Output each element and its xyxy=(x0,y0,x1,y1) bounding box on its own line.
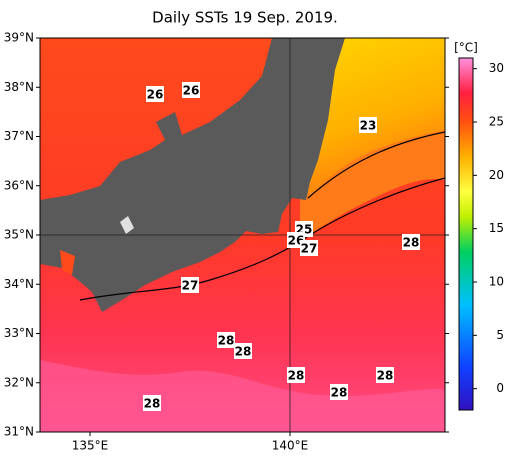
contour-label-box xyxy=(359,117,377,133)
colorbar-label: 5 xyxy=(496,328,504,342)
contour-label-box xyxy=(376,367,394,383)
contour-label: 28 xyxy=(235,345,252,359)
title: Daily SSTs 19 Sep. 2019. xyxy=(152,9,338,27)
contour-label-box xyxy=(217,332,235,348)
colorbar-label: 0 xyxy=(496,381,504,395)
lat-label: 32°N xyxy=(4,375,34,389)
lake xyxy=(120,216,134,234)
contour xyxy=(307,131,445,199)
land xyxy=(40,38,345,312)
contour-label-box xyxy=(181,277,199,293)
contour xyxy=(79,177,445,301)
contour-label-box xyxy=(300,240,318,256)
lat-label: 39°N xyxy=(4,31,34,45)
colorbar-unit: [°C] xyxy=(454,41,478,55)
contour-label: 27 xyxy=(301,242,318,256)
lon-label: 140°E xyxy=(272,439,309,453)
lat-label: 37°N xyxy=(4,129,34,143)
warm-south xyxy=(40,360,445,432)
contour-label: 26 xyxy=(183,84,200,98)
contour-label: 28 xyxy=(288,369,305,383)
colorbar-label: 15 xyxy=(489,221,504,235)
lat-label: 38°N xyxy=(4,80,34,94)
colorbar xyxy=(458,57,474,411)
contour-label: 26 xyxy=(147,88,164,102)
contour-label: 27 xyxy=(182,279,199,293)
colorbar-label: 25 xyxy=(489,115,504,129)
contour-label: 28 xyxy=(144,397,161,411)
contour-label: 28 xyxy=(331,386,348,400)
lon-label: 135°E xyxy=(72,439,109,453)
lat-label: 31°N xyxy=(4,425,34,439)
colorbar-label: 20 xyxy=(489,168,504,182)
bay xyxy=(60,250,75,275)
lat-label: 35°N xyxy=(4,228,34,242)
contour-label-box xyxy=(182,82,200,98)
colorbar-label: 10 xyxy=(489,275,504,289)
colorbar-label: 30 xyxy=(489,61,504,75)
contour-label-box xyxy=(287,367,305,383)
contour-label-box xyxy=(143,395,161,411)
lat-label: 36°N xyxy=(4,178,34,192)
contour-label: 28 xyxy=(403,236,420,250)
contour-label-box xyxy=(330,384,348,400)
lat-label: 33°N xyxy=(4,326,34,340)
contour-label: 28 xyxy=(377,369,394,383)
contour-label: 28 xyxy=(218,334,235,348)
contour-label-box xyxy=(234,343,252,359)
contour-label-box xyxy=(146,86,164,102)
contour-label: 23 xyxy=(360,119,377,133)
lat-label: 34°N xyxy=(4,277,34,291)
contour-label-box xyxy=(402,234,420,250)
